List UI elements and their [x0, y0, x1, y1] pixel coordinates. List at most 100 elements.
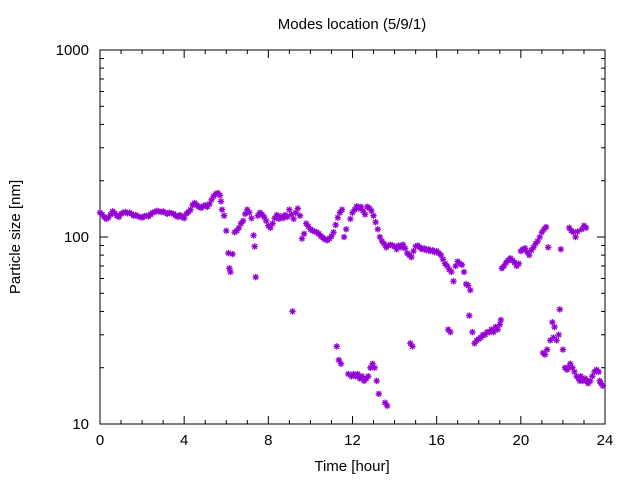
data-point: [551, 323, 558, 331]
data-point: [544, 244, 552, 251]
x-tick-label: 4: [180, 432, 188, 449]
data-point: [296, 212, 304, 219]
marker-stroke: [330, 229, 337, 236]
data-point: [599, 382, 607, 390]
marker-stroke: [263, 218, 269, 224]
x-tick-label: 0: [96, 432, 104, 449]
data-point: [292, 209, 299, 216]
data-point: [239, 217, 247, 225]
marker-stroke: [345, 371, 352, 377]
data-point: [450, 278, 457, 285]
data-point: [332, 221, 339, 229]
data-point: [252, 273, 259, 281]
marker-stroke: [572, 234, 579, 240]
marker-stroke: [555, 332, 562, 338]
data-point: [217, 198, 225, 205]
data-point: [340, 233, 348, 241]
marker-stroke: [240, 218, 246, 224]
data-point: [595, 368, 602, 376]
marker-stroke: [362, 211, 368, 218]
marker-stroke: [368, 208, 375, 214]
marker-stroke: [251, 243, 258, 250]
marker-stroke: [295, 205, 301, 212]
y-tick-label: 1000: [56, 42, 89, 59]
marker-stroke: [250, 232, 257, 239]
data-point: [338, 206, 346, 213]
marker-stroke: [273, 212, 280, 218]
marker-stroke: [560, 346, 566, 353]
data-point: [227, 268, 234, 276]
data-point: [342, 226, 350, 233]
marker-stroke: [227, 269, 234, 275]
marker-stroke: [290, 216, 297, 222]
data-point: [467, 286, 474, 294]
marker-stroke: [448, 269, 455, 275]
data-point: [251, 243, 258, 250]
marker-stroke: [570, 229, 577, 236]
marker-stroke: [444, 263, 450, 269]
data-point: [409, 343, 416, 350]
marker-stroke: [461, 269, 467, 275]
data-point: [447, 328, 454, 336]
marker-stroke: [511, 259, 518, 266]
marker-stroke: [566, 225, 572, 231]
data-point: [372, 218, 379, 226]
data-point: [250, 232, 257, 239]
data-point: [448, 268, 455, 276]
plot-frame: [99, 49, 606, 425]
data-point: [384, 402, 391, 410]
data-point: [330, 229, 337, 236]
marker-stroke: [574, 228, 581, 235]
data-point: [246, 209, 253, 216]
marker-stroke: [297, 212, 303, 219]
data-point: [298, 235, 306, 242]
marker-stroke: [466, 312, 473, 319]
marker-stroke: [261, 214, 267, 220]
marker-stroke: [543, 224, 549, 230]
data-point: [374, 226, 381, 233]
marker-stroke: [522, 245, 528, 252]
marker-stroke: [370, 212, 377, 219]
data-point: [466, 312, 473, 319]
marker-stroke: [369, 360, 376, 367]
marker-stroke: [246, 209, 253, 216]
data-point: [361, 211, 369, 218]
marker-stroke: [567, 360, 574, 367]
marker-stroke: [408, 254, 415, 260]
marker-stroke: [358, 204, 364, 210]
data-point: [572, 233, 579, 241]
data-point: [334, 214, 341, 221]
marker-stroke: [571, 369, 578, 375]
marker-stroke: [438, 252, 444, 258]
data-point: [574, 228, 581, 235]
marker-stroke: [347, 216, 354, 222]
marker-stroke: [450, 278, 457, 285]
data-point: [284, 213, 291, 221]
y-tick-label: 10: [72, 416, 89, 433]
marker-stroke: [465, 282, 471, 289]
data-point: [515, 260, 522, 267]
data-point: [549, 319, 556, 326]
marker-stroke: [229, 251, 236, 257]
marker-stroke: [226, 265, 233, 272]
marker-stroke: [544, 346, 550, 353]
data-point: [496, 321, 503, 328]
data-point: [218, 206, 226, 213]
data-point: [555, 331, 562, 338]
marker-stroke: [381, 241, 387, 247]
data-point: [223, 227, 230, 234]
marker-stroke: [545, 244, 551, 251]
marker-stroke: [286, 206, 293, 213]
marker-stroke: [223, 227, 230, 234]
marker-stroke: [583, 225, 589, 231]
data-points: [96, 189, 607, 410]
data-point: [559, 346, 567, 353]
data-point: [286, 206, 293, 213]
data-point: [497, 316, 505, 324]
marker-stroke: [549, 319, 556, 326]
data-point: [229, 250, 236, 258]
marker-stroke: [578, 373, 584, 380]
data-point: [216, 192, 224, 199]
marker-stroke: [440, 256, 446, 263]
data-point: [408, 253, 415, 261]
